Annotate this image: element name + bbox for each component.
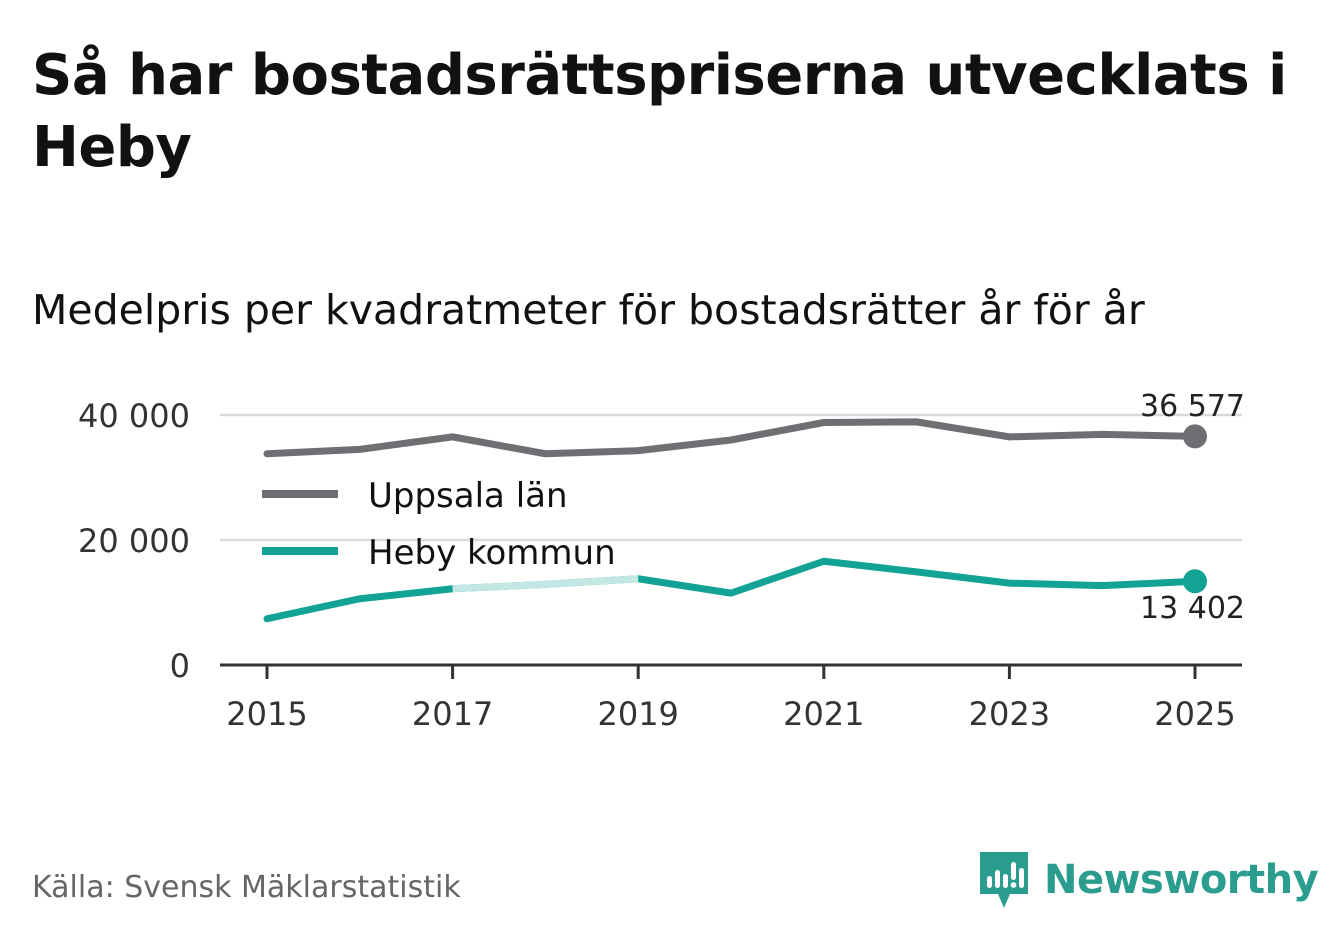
- y-tick-label: 0: [170, 647, 190, 685]
- brand-name: Newsworthy: [1044, 857, 1319, 903]
- data-label-uppsala: 36 577: [1140, 389, 1245, 424]
- brand-logo[interactable]: Newsworthy: [980, 850, 1319, 910]
- x-tick-label: 2019: [597, 695, 678, 733]
- x-tick-label: 2015: [226, 695, 307, 733]
- x-tick-label: 2023: [969, 695, 1050, 733]
- source-note: Källa: Svensk Mäklarstatistik: [32, 870, 461, 905]
- legend-label-heby: Heby kommun: [368, 533, 616, 573]
- series-line-uppsala: [263, 418, 1199, 458]
- y-tick-label: 20 000: [78, 522, 190, 560]
- series-line-heby: [263, 557, 1199, 623]
- x-tick-label: 2017: [412, 695, 493, 733]
- legend-label-uppsala: Uppsala län: [368, 476, 568, 516]
- newsworthy-logo-icon: [980, 852, 1028, 908]
- chart-title: Så har bostadsrättspriserna utvecklats i…: [32, 43, 1287, 180]
- end-point-uppsala: [1183, 424, 1207, 449]
- x-tick-label: 2021: [783, 695, 864, 733]
- chart-subtitle: Medelpris per kvadratmeter för bostadsrä…: [32, 286, 1145, 334]
- data-label-heby: 13 402: [1140, 591, 1245, 626]
- series-line-heby-faded: [452, 575, 639, 593]
- y-tick-label: 40 000: [78, 397, 190, 435]
- end-point-heby: [1183, 569, 1207, 594]
- x-tick-label: 2025: [1154, 695, 1235, 733]
